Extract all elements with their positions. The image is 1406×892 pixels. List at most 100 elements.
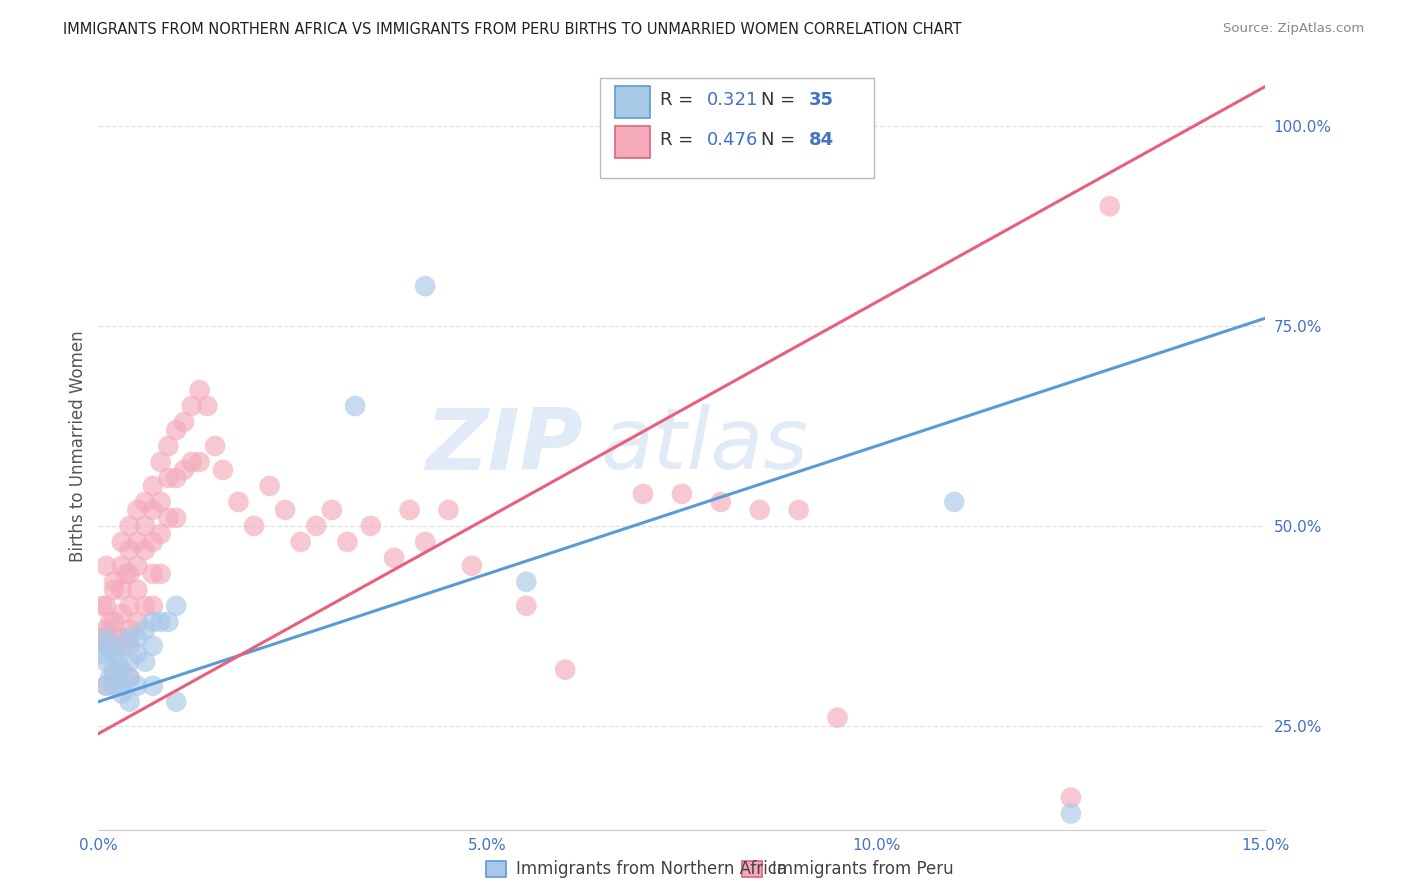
Point (157, 615, 180, 629)
Point (111, 582, 134, 597)
Point (103, 574, 125, 589)
Text: 35: 35 (808, 91, 834, 109)
Point (398, 503, 420, 517)
Point (305, 519, 328, 533)
Text: 84: 84 (808, 131, 834, 150)
Point (118, 566, 141, 581)
Point (142, 479, 165, 493)
Point (228, 495, 250, 509)
Point (96, 599, 118, 613)
Point (165, 695, 187, 709)
Point (96, 558, 118, 573)
Text: 0.321: 0.321 (706, 91, 758, 109)
Point (360, 519, 382, 533)
Text: R =: R = (659, 91, 699, 109)
Point (157, 439, 180, 453)
Text: N =: N = (761, 91, 801, 109)
Point (149, 615, 172, 629)
Point (336, 535, 359, 549)
Point (157, 511, 180, 525)
Point (259, 479, 281, 493)
Point (149, 527, 172, 541)
Point (118, 655, 141, 669)
Point (98, 671, 121, 685)
Point (461, 558, 484, 573)
Point (111, 679, 134, 693)
FancyBboxPatch shape (600, 78, 875, 178)
Point (149, 455, 172, 469)
Point (118, 671, 141, 685)
Point (118, 695, 141, 709)
FancyBboxPatch shape (616, 87, 651, 119)
Point (111, 535, 134, 549)
Point (118, 542, 141, 557)
Point (134, 655, 156, 669)
Point (118, 519, 141, 533)
Point (515, 599, 537, 613)
Point (180, 399, 202, 413)
Point (274, 503, 297, 517)
Point (1060, 790, 1083, 805)
Point (134, 623, 156, 637)
Point (127, 679, 149, 693)
Point (103, 663, 125, 677)
Point (103, 679, 125, 693)
Point (212, 463, 235, 477)
Point (96, 631, 118, 645)
Point (127, 558, 149, 573)
Point (943, 495, 966, 509)
Point (127, 582, 149, 597)
Text: Immigrants from Peru: Immigrants from Peru (772, 860, 953, 878)
Point (111, 607, 134, 621)
Point (180, 455, 202, 469)
Point (118, 599, 141, 613)
Point (91, 599, 114, 613)
Point (107, 631, 129, 645)
Point (134, 495, 156, 509)
Point (111, 639, 134, 653)
FancyBboxPatch shape (616, 126, 651, 158)
Text: Immigrants from Northern Africa: Immigrants from Northern Africa (516, 860, 787, 878)
Point (118, 639, 141, 653)
Text: IMMIGRANTS FROM NORTHERN AFRICA VS IMMIGRANTS FROM PERU BIRTHS TO UNMARRIED WOME: IMMIGRANTS FROM NORTHERN AFRICA VS IMMIG… (63, 22, 962, 37)
Point (96, 679, 118, 693)
Point (134, 519, 156, 533)
Point (413, 535, 436, 549)
Point (142, 503, 165, 517)
Point (103, 647, 125, 661)
Point (1060, 806, 1083, 821)
Point (142, 679, 165, 693)
Point (149, 495, 172, 509)
Point (554, 663, 576, 677)
Point (204, 439, 226, 453)
Point (114, 566, 136, 581)
Point (515, 574, 537, 589)
Point (382, 550, 405, 565)
Point (127, 503, 149, 517)
Point (96, 655, 118, 669)
Point (710, 495, 733, 509)
Point (111, 558, 134, 573)
Point (118, 623, 141, 637)
Point (437, 503, 460, 517)
Point (165, 511, 187, 525)
Point (107, 655, 129, 669)
Point (149, 566, 172, 581)
Point (165, 471, 187, 485)
Point (127, 615, 149, 629)
Text: 0.476: 0.476 (706, 131, 758, 150)
Point (96, 623, 118, 637)
Point (142, 599, 165, 613)
Point (103, 615, 125, 629)
Point (96, 639, 118, 653)
Point (173, 463, 195, 477)
Point (157, 471, 180, 485)
Point (290, 535, 312, 549)
Point (413, 279, 436, 293)
Point (321, 503, 343, 517)
Text: N =: N = (761, 131, 801, 150)
Point (142, 535, 165, 549)
Point (142, 566, 165, 581)
Text: ZIP: ZIP (425, 404, 582, 488)
Text: Source: ZipAtlas.com: Source: ZipAtlas.com (1223, 22, 1364, 36)
